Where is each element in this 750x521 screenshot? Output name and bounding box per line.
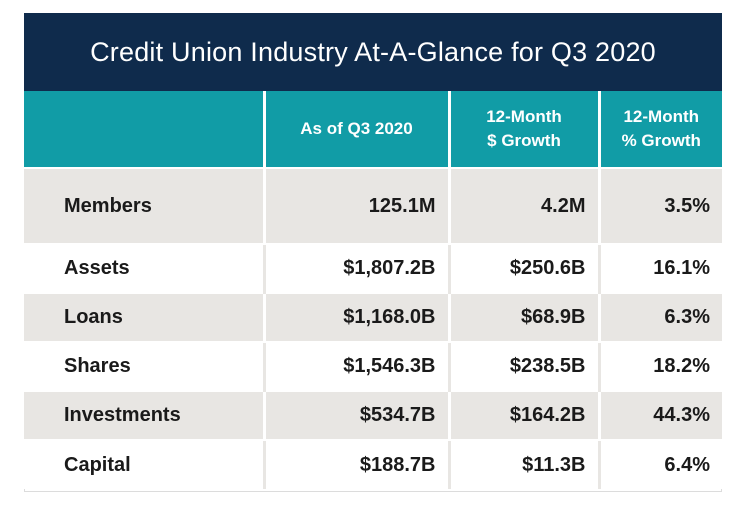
row-label: Shares: [24, 341, 264, 391]
table-row: Shares $1,546.3B $238.5B 18.2%: [24, 341, 722, 391]
row-label: Assets: [24, 243, 264, 293]
cell-dollar-growth: $238.5B: [447, 341, 599, 391]
table-row: Members 125.1M 4.2M 3.5%: [24, 167, 722, 244]
header-cell-as-of: As of Q3 2020: [262, 91, 449, 168]
cell-dollar-growth: $250.6B: [447, 243, 599, 293]
page-title: Credit Union Industry At-A-Glance for Q3…: [90, 36, 656, 67]
cell-dollar-growth: $11.3B: [447, 439, 599, 489]
header-cell-empty: [24, 91, 264, 168]
row-label: Capital: [24, 439, 264, 489]
cell-as-of: 125.1M: [262, 167, 449, 244]
row-label: Investments: [24, 390, 264, 440]
table-row: Capital $188.7B $11.3B 6.4%: [24, 439, 722, 489]
cell-pct-growth: 44.3%: [597, 390, 722, 440]
cell-pct-growth: 3.5%: [597, 167, 722, 244]
cell-dollar-growth: $164.2B: [447, 390, 599, 440]
header-row: As of Q3 2020 12-Month $ Growth 12-Month…: [24, 91, 722, 168]
cell-as-of: $1,546.3B: [262, 341, 449, 391]
cell-pct-growth: 16.1%: [597, 243, 722, 293]
cell-dollar-growth: 4.2M: [447, 167, 599, 244]
header-cell-dollar-growth: 12-Month $ Growth: [447, 91, 599, 168]
title-banner: Credit Union Industry At-A-Glance for Q3…: [24, 13, 722, 91]
cell-pct-growth: 6.3%: [597, 292, 722, 342]
cell-pct-growth: 18.2%: [597, 341, 722, 391]
cell-as-of: $1,168.0B: [262, 292, 449, 342]
cell-as-of: $534.7B: [262, 390, 449, 440]
row-label: Loans: [24, 292, 264, 342]
stats-table: As of Q3 2020 12-Month $ Growth 12-Month…: [24, 91, 722, 489]
row-label: Members: [24, 167, 264, 244]
cell-as-of: $188.7B: [262, 439, 449, 489]
table-row: Loans $1,168.0B $68.9B 6.3%: [24, 292, 722, 342]
table-header: As of Q3 2020 12-Month $ Growth 12-Month…: [24, 91, 722, 168]
cell-dollar-growth: $68.9B: [447, 292, 599, 342]
cell-as-of: $1,807.2B: [262, 243, 449, 293]
header-cell-pct-growth: 12-Month % Growth: [597, 91, 722, 168]
table-row: Assets $1,807.2B $250.6B 16.1%: [24, 243, 722, 293]
table-body: Members 125.1M 4.2M 3.5% Assets $1,807.2…: [24, 167, 722, 489]
cell-pct-growth: 6.4%: [597, 439, 722, 489]
table-row: Investments $534.7B $164.2B 44.3%: [24, 390, 722, 440]
